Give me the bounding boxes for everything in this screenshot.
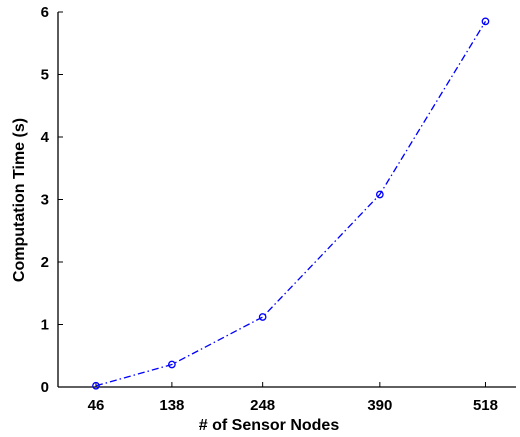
data-point [481,17,490,26]
x-tick-label: 390 [367,397,392,414]
x-tick-label: 138 [159,397,184,414]
series-line [95,21,487,387]
y-tick-label: 6 [41,4,49,21]
y-tick-label: 0 [41,379,49,396]
data-point [168,360,176,369]
data-point [375,190,384,199]
axes [57,12,516,388]
series-computation-time [92,17,490,390]
y-tick-label: 5 [41,67,49,84]
y-axis-label: Computation Time (s) [11,118,28,282]
y-tick-label: 1 [41,317,49,334]
data-point [258,313,267,321]
x-tick-label: 518 [473,397,498,414]
y-tick-label: 4 [41,129,50,146]
x-tick-label: 248 [250,397,275,414]
x-axis-ticks: 46 138 248 390 518 [88,382,498,414]
x-tick-label: 46 [88,397,105,414]
y-axis-ticks: 0 1 2 3 4 5 6 [41,4,63,396]
y-tick-label: 3 [41,192,49,209]
data-point [92,381,100,390]
x-axis-label: # of Sensor Nodes [199,417,340,434]
y-tick-label: 2 [41,254,49,271]
